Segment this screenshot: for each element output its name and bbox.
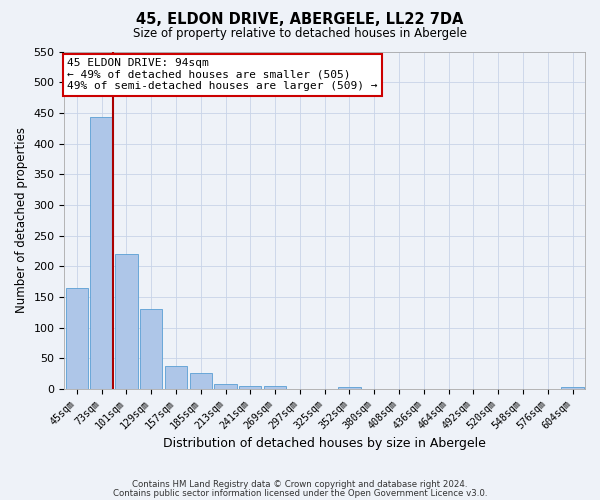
Text: Contains public sector information licensed under the Open Government Licence v3: Contains public sector information licen… xyxy=(113,488,487,498)
Text: 45 ELDON DRIVE: 94sqm
← 49% of detached houses are smaller (505)
49% of semi-det: 45 ELDON DRIVE: 94sqm ← 49% of detached … xyxy=(67,58,377,92)
Bar xyxy=(338,386,361,389)
Bar xyxy=(562,388,584,389)
Bar xyxy=(214,384,236,389)
Bar xyxy=(140,310,163,389)
Bar xyxy=(65,288,88,389)
Bar xyxy=(165,366,187,389)
Text: Contains HM Land Registry data © Crown copyright and database right 2024.: Contains HM Land Registry data © Crown c… xyxy=(132,480,468,489)
X-axis label: Distribution of detached houses by size in Abergele: Distribution of detached houses by size … xyxy=(163,437,486,450)
Bar xyxy=(264,386,286,389)
Text: 45, ELDON DRIVE, ABERGELE, LL22 7DA: 45, ELDON DRIVE, ABERGELE, LL22 7DA xyxy=(136,12,464,28)
Bar xyxy=(115,254,137,389)
Bar xyxy=(190,373,212,389)
Y-axis label: Number of detached properties: Number of detached properties xyxy=(15,128,28,314)
Text: Size of property relative to detached houses in Abergele: Size of property relative to detached ho… xyxy=(133,28,467,40)
Bar xyxy=(239,386,262,389)
Bar xyxy=(91,117,113,389)
